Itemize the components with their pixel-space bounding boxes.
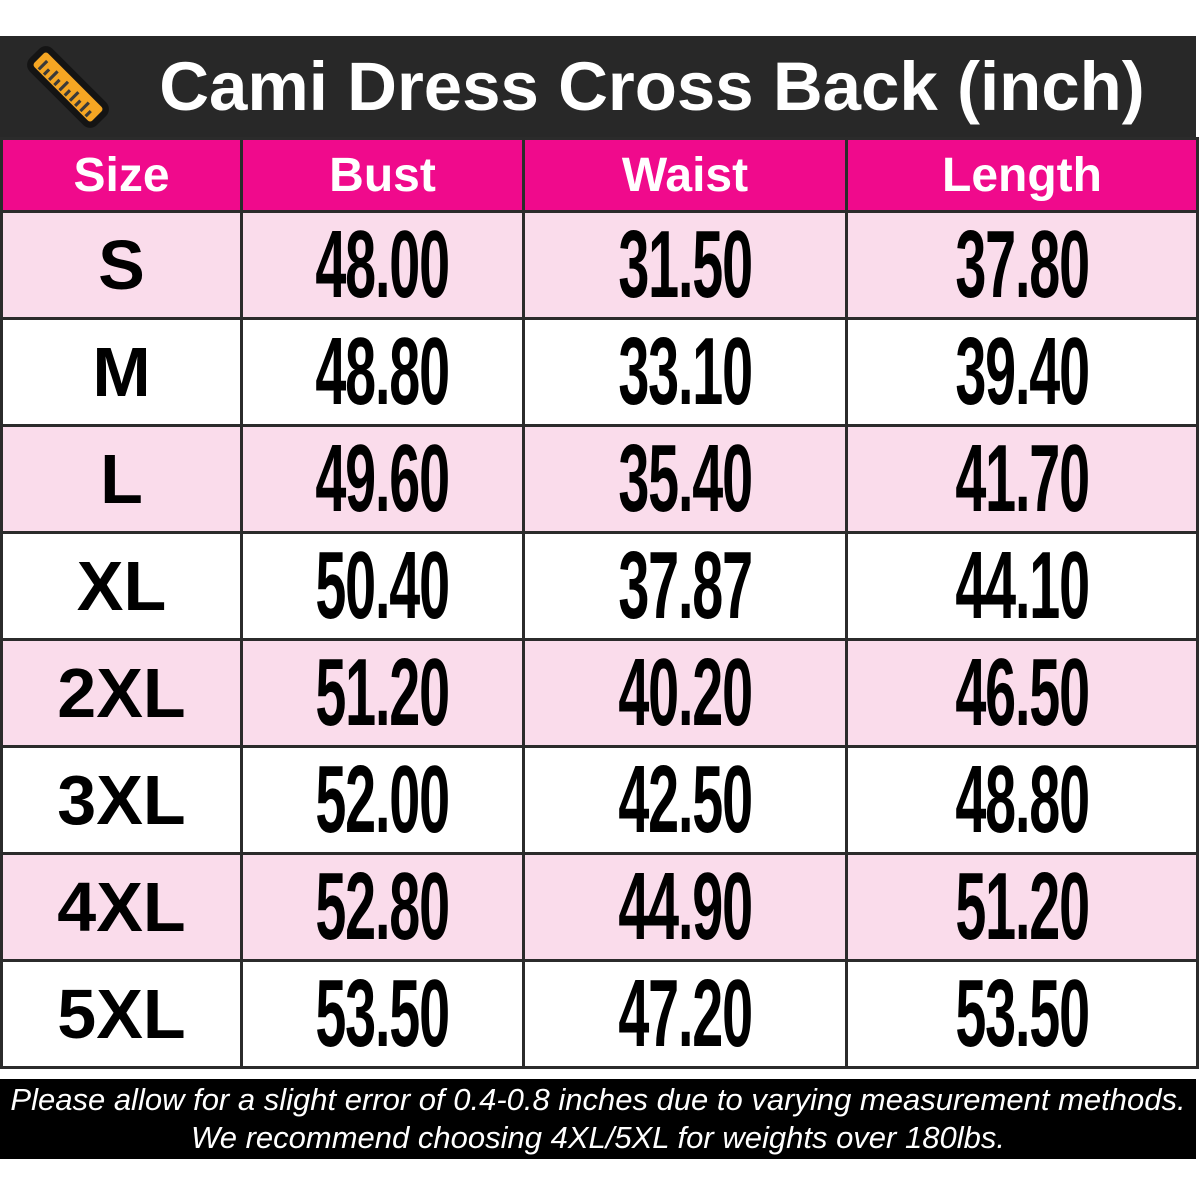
- size-cell: S: [0, 210, 243, 320]
- waist-value: 31.50: [618, 211, 753, 318]
- disclaimer-line-2: We recommend choosing 4XL/5XL for weight…: [191, 1120, 1005, 1155]
- waist-value: 47.20: [618, 960, 753, 1067]
- length-value: 51.20: [955, 853, 1090, 960]
- bust-value: 48.00: [315, 211, 451, 318]
- length-value: 46.50: [955, 639, 1090, 746]
- bust-cell: 48.80: [240, 317, 525, 427]
- length-cell: 39.40: [845, 317, 1199, 427]
- header-row: Size Bust Waist Length: [0, 137, 1199, 213]
- bust-value: 52.00: [315, 746, 451, 853]
- size-cell: L: [0, 424, 243, 534]
- ruler-icon: [22, 41, 114, 133]
- bust-value: 48.80: [315, 318, 451, 425]
- table-row: M 48.80 33.10 39.40: [0, 317, 1199, 427]
- column-header-size: Size: [0, 137, 243, 213]
- table-row: 3XL 52.00 42.50 48.80: [0, 745, 1199, 855]
- waist-value: 33.10: [618, 318, 753, 425]
- waist-value: 40.20: [618, 639, 753, 746]
- size-chart-table: Size Bust Waist Length S 48.00 31.50 37.…: [0, 137, 1199, 1069]
- column-header-waist: Waist: [522, 137, 848, 213]
- length-cell: 44.10: [845, 531, 1199, 641]
- waist-value: 35.40: [618, 425, 753, 532]
- title-bar: Cami Dress Cross Back (inch): [0, 36, 1196, 137]
- waist-cell: 42.50: [522, 745, 848, 855]
- waist-value: 42.50: [618, 746, 753, 853]
- length-cell: 41.70: [845, 424, 1199, 534]
- size-cell: 4XL: [0, 852, 243, 962]
- size-cell: 3XL: [0, 745, 243, 855]
- bust-value: 52.80: [315, 853, 451, 960]
- bust-value: 51.20: [315, 639, 451, 746]
- length-value: 48.80: [955, 746, 1090, 853]
- bust-cell: 48.00: [240, 210, 525, 320]
- table-row: 2XL 51.20 40.20 46.50: [0, 638, 1199, 748]
- table-row: S 48.00 31.50 37.80: [0, 210, 1199, 320]
- size-cell: M: [0, 317, 243, 427]
- length-cell: 37.80: [845, 210, 1199, 320]
- disclaimer-bar: Please allow for a slight error of 0.4-0…: [0, 1079, 1196, 1159]
- table-row: XL 50.40 37.87 44.10: [0, 531, 1199, 641]
- page-title: Cami Dress Cross Back (inch): [159, 48, 1145, 125]
- size-cell: 5XL: [0, 959, 243, 1069]
- bust-cell: 51.20: [240, 638, 525, 748]
- waist-cell: 44.90: [522, 852, 848, 962]
- size-cell: 2XL: [0, 638, 243, 748]
- table-row: L 49.60 35.40 41.70: [0, 424, 1199, 534]
- bust-value: 49.60: [315, 425, 451, 532]
- waist-cell: 37.87: [522, 531, 848, 641]
- length-cell: 53.50: [845, 959, 1199, 1069]
- bust-cell: 53.50: [240, 959, 525, 1069]
- waist-cell: 31.50: [522, 210, 848, 320]
- waist-cell: 33.10: [522, 317, 848, 427]
- waist-value: 37.87: [618, 532, 753, 639]
- column-header-bust: Bust: [240, 137, 525, 213]
- waist-value: 44.90: [618, 853, 753, 960]
- length-cell: 48.80: [845, 745, 1199, 855]
- length-value: 53.50: [955, 960, 1090, 1067]
- bust-cell: 50.40: [240, 531, 525, 641]
- length-cell: 46.50: [845, 638, 1199, 748]
- waist-cell: 35.40: [522, 424, 848, 534]
- size-cell: XL: [0, 531, 243, 641]
- length-value: 44.10: [955, 532, 1090, 639]
- table-row: 5XL 53.50 47.20 53.50: [0, 959, 1199, 1069]
- bust-value: 50.40: [315, 532, 451, 639]
- disclaimer-line-1: Please allow for a slight error of 0.4-0…: [10, 1082, 1186, 1118]
- bust-cell: 49.60: [240, 424, 525, 534]
- length-value: 41.70: [955, 425, 1090, 532]
- length-cell: 51.20: [845, 852, 1199, 962]
- waist-cell: 40.20: [522, 638, 848, 748]
- length-value: 39.40: [955, 318, 1090, 425]
- column-header-length: Length: [845, 137, 1199, 213]
- bust-cell: 52.80: [240, 852, 525, 962]
- bust-cell: 52.00: [240, 745, 525, 855]
- waist-cell: 47.20: [522, 959, 848, 1069]
- table-row: 4XL 52.80 44.90 51.20: [0, 852, 1199, 962]
- length-value: 37.80: [955, 211, 1090, 318]
- bust-value: 53.50: [315, 960, 451, 1067]
